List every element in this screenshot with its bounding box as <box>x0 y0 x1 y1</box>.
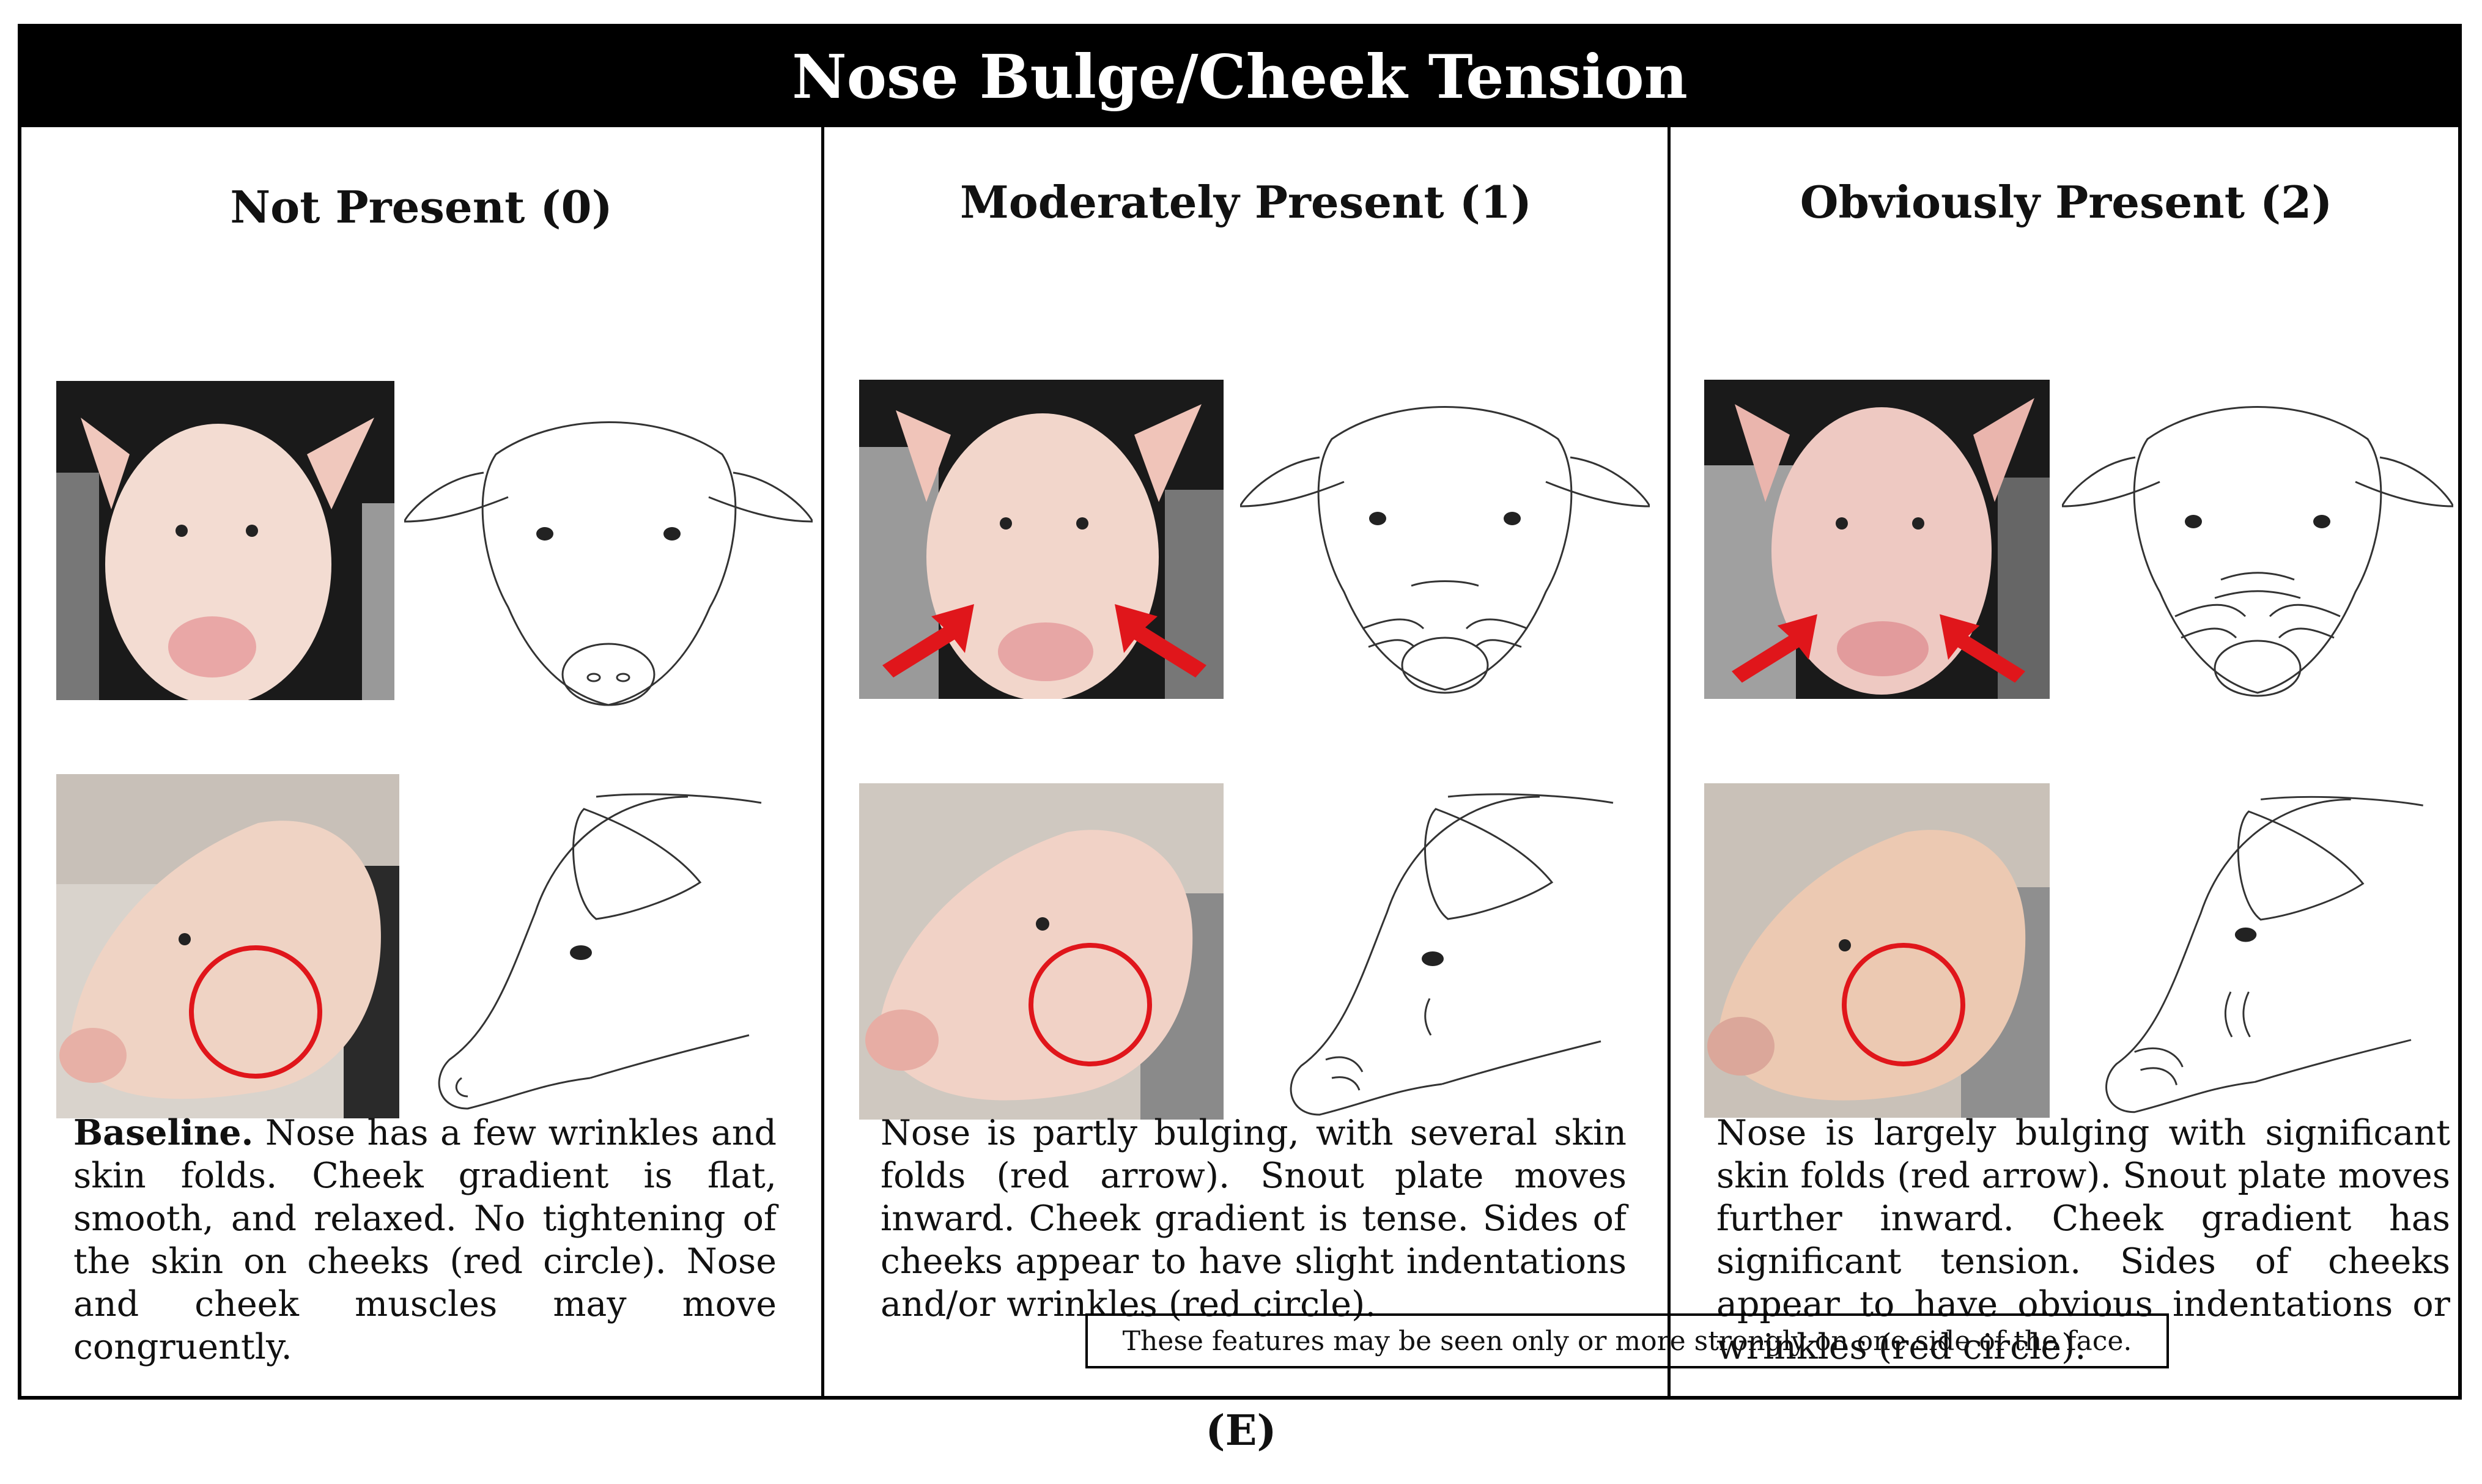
side-note: These features may be seen only or more … <box>1085 1313 2169 1368</box>
pig-front-sketch <box>404 405 813 723</box>
column-not-present: Not Present (0) <box>21 127 821 1396</box>
figure-frame: Nose Bulge/Cheek Tension Not Present (0) <box>18 24 2462 1400</box>
description-lead: Baseline. <box>73 1112 254 1153</box>
description-text: Nose has a few wrinkles and skin folds. … <box>73 1113 777 1367</box>
red-arrow-right <box>1115 604 1206 677</box>
panel-label: (E) <box>1205 1406 1277 1455</box>
pig-side-photo <box>56 774 399 1118</box>
column-heading: Moderately Present (1) <box>960 176 1532 228</box>
column-moderately-present: Moderately Present (1) <box>824 127 1668 1396</box>
column-heading: Not Present (0) <box>230 181 613 233</box>
pig-side-sketch <box>1271 791 1638 1127</box>
column-description: Nose is largely bulging with significant… <box>1716 1112 2450 1368</box>
pig-side-sketch <box>419 791 786 1121</box>
pig-front-photo <box>56 381 394 700</box>
cheek-marker-circle <box>189 945 322 1079</box>
column-divider-1 <box>821 127 824 1396</box>
column-description: Baseline. Nose has a few wrinkles and sk… <box>73 1112 777 1368</box>
pig-side-photo <box>859 783 1224 1120</box>
pig-side-photo <box>1704 783 2050 1118</box>
red-arrow-left <box>1732 614 1817 683</box>
figure-title: Nose Bulge/Cheek Tension <box>21 28 2458 127</box>
description-text: Nose is largely bulging with significant… <box>1716 1113 2450 1367</box>
red-arrow-right <box>1940 614 2025 683</box>
cheek-marker-circle <box>1842 943 1965 1066</box>
column-obviously-present: Obviously Present (2) <box>1671 127 2462 1396</box>
cheek-marker-circle <box>1029 943 1152 1066</box>
column-divider-2 <box>1668 127 1671 1396</box>
pig-front-photo <box>1704 380 2050 699</box>
column-heading: Obviously Present (2) <box>1800 176 2333 228</box>
pig-front-sketch <box>1240 396 1650 726</box>
column-description: Nose is partly bulging, with several ski… <box>881 1112 1627 1326</box>
pig-front-sketch <box>2062 396 2453 733</box>
red-arrow-left <box>882 604 974 677</box>
description-text: Nose is partly bulging, with several ski… <box>881 1113 1627 1324</box>
pig-side-sketch <box>2086 791 2447 1127</box>
